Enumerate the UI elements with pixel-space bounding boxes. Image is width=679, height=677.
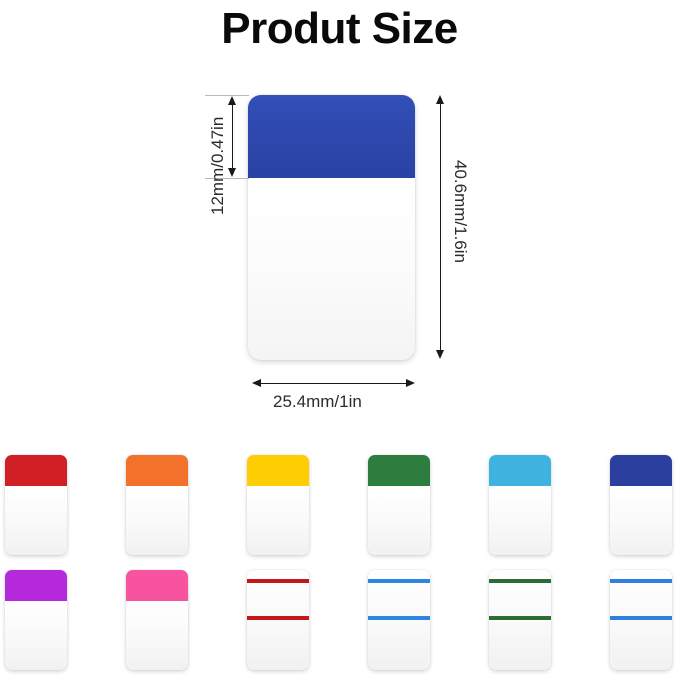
arrow-right-icon — [406, 379, 415, 387]
color-swatch-grid — [0, 452, 679, 677]
dimension-line-width — [258, 383, 410, 384]
swatch-orange — [126, 455, 188, 555]
swatch-orange-header — [126, 455, 188, 486]
swatch-striped-green-body — [489, 570, 551, 670]
swatch-striped-lightblue-stripe-1 — [368, 579, 430, 583]
swatch-striped-blue-body — [610, 570, 672, 670]
dimension-line-total-height — [440, 100, 441, 355]
swatch-dark-blue — [610, 455, 672, 555]
swatch-striped-lightblue — [368, 570, 430, 670]
swatch-dark-blue-header — [610, 455, 672, 486]
dimension-label-width: 25.4mm/1in — [273, 392, 362, 411]
swatch-striped-blue — [610, 570, 672, 670]
swatch-yellow — [247, 455, 309, 555]
swatch-pink — [126, 570, 188, 670]
swatch-yellow-header — [247, 455, 309, 486]
swatch-red — [5, 455, 67, 555]
swatch-cyan-body — [489, 486, 551, 555]
swatch-red-header — [5, 455, 67, 486]
swatch-striped-red — [247, 570, 309, 670]
arrow-up-icon — [228, 96, 236, 105]
swatch-striped-lightblue-stripe-2 — [368, 616, 430, 620]
arrow-down-icon — [436, 350, 444, 359]
swatch-yellow-body — [247, 486, 309, 555]
swatch-orange-body — [126, 486, 188, 555]
swatch-striped-green-stripe-2 — [489, 616, 551, 620]
arrow-left-icon — [252, 379, 261, 387]
product-tab-header — [248, 95, 415, 178]
swatch-striped-blue-stripe-2 — [610, 616, 672, 620]
swatch-purple — [5, 570, 67, 670]
swatch-striped-green — [489, 570, 551, 670]
swatch-cyan-header — [489, 455, 551, 486]
dimension-line-header-height — [232, 100, 233, 174]
swatch-pink-body — [126, 601, 188, 670]
swatch-striped-red-body — [247, 570, 309, 670]
arrow-up-icon — [436, 95, 444, 104]
swatch-striped-blue-stripe-1 — [610, 579, 672, 583]
swatch-green-body — [368, 486, 430, 555]
swatch-dark-blue-body — [610, 486, 672, 555]
swatch-pink-header — [126, 570, 188, 601]
product-tab-illustration — [248, 95, 415, 360]
page-title: Produt Size — [221, 4, 458, 53]
swatch-striped-green-stripe-1 — [489, 579, 551, 583]
swatch-green-header — [368, 455, 430, 486]
swatch-red-body — [5, 486, 67, 555]
swatch-striped-red-stripe-2 — [247, 616, 309, 620]
product-tab-body — [248, 178, 415, 360]
swatch-purple-header — [5, 570, 67, 601]
swatch-purple-body — [5, 601, 67, 670]
extension-line-header-bottom — [205, 178, 249, 179]
swatch-cyan — [489, 455, 551, 555]
swatch-striped-lightblue-body — [368, 570, 430, 670]
dimension-label-total-height: 40.6mm/1.6in — [451, 160, 470, 263]
extension-line-header-top — [205, 95, 249, 96]
dimension-label-header-height: 12mm/0.47in — [208, 116, 227, 215]
swatch-green — [368, 455, 430, 555]
arrow-down-icon — [228, 168, 236, 177]
swatch-striped-red-stripe-1 — [247, 579, 309, 583]
